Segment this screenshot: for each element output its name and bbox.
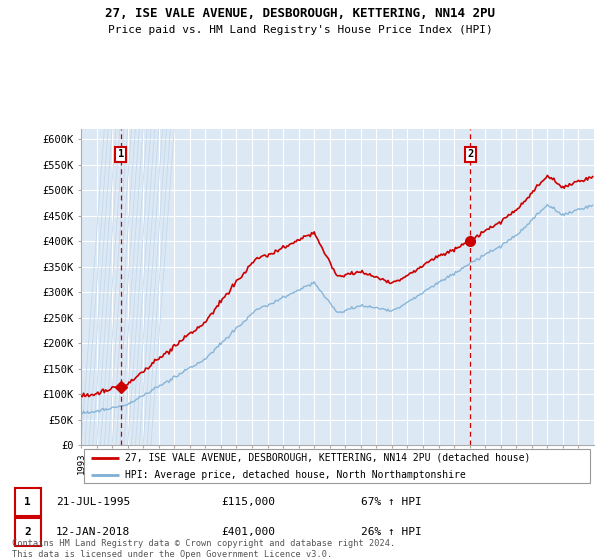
Text: 1: 1: [118, 150, 124, 159]
Text: £401,000: £401,000: [221, 527, 275, 537]
FancyBboxPatch shape: [83, 450, 590, 483]
Text: 27, ISE VALE AVENUE, DESBOROUGH, KETTERING, NN14 2PU: 27, ISE VALE AVENUE, DESBOROUGH, KETTERI…: [105, 7, 495, 20]
Text: 1: 1: [25, 497, 31, 507]
Text: 12-JAN-2018: 12-JAN-2018: [56, 527, 130, 537]
Text: 26% ↑ HPI: 26% ↑ HPI: [361, 527, 422, 537]
FancyBboxPatch shape: [15, 518, 41, 547]
Text: 2: 2: [25, 527, 31, 537]
Text: HPI: Average price, detached house, North Northamptonshire: HPI: Average price, detached house, Nort…: [125, 470, 466, 479]
Text: 2: 2: [467, 150, 473, 159]
Text: 27, ISE VALE AVENUE, DESBOROUGH, KETTERING, NN14 2PU (detached house): 27, ISE VALE AVENUE, DESBOROUGH, KETTERI…: [125, 453, 530, 463]
FancyBboxPatch shape: [15, 488, 41, 516]
Text: Contains HM Land Registry data © Crown copyright and database right 2024.
This d: Contains HM Land Registry data © Crown c…: [12, 539, 395, 559]
Text: 21-JUL-1995: 21-JUL-1995: [56, 497, 130, 507]
Text: £115,000: £115,000: [221, 497, 275, 507]
Text: Price paid vs. HM Land Registry's House Price Index (HPI): Price paid vs. HM Land Registry's House …: [107, 25, 493, 35]
Text: 67% ↑ HPI: 67% ↑ HPI: [361, 497, 422, 507]
